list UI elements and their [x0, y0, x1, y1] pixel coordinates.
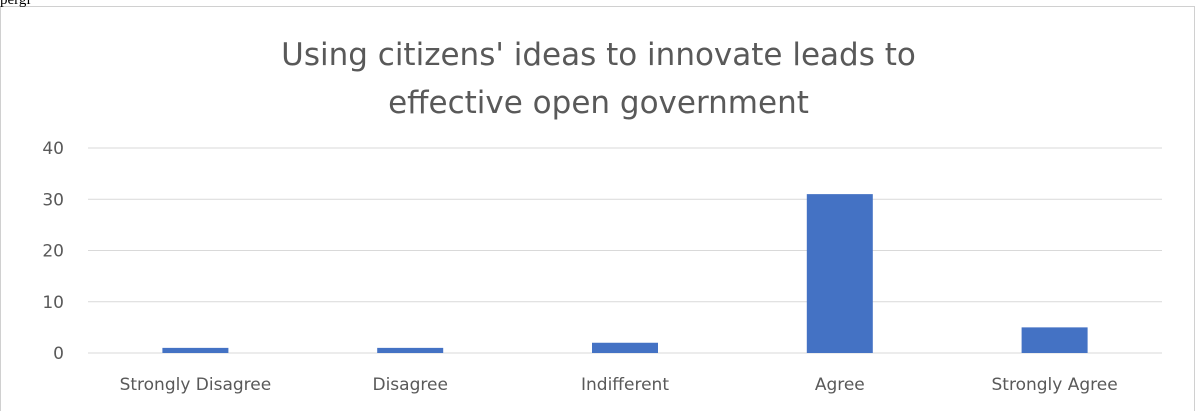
bars — [162, 194, 1088, 353]
bar-agree — [806, 194, 873, 353]
chart-title: Using citizens' ideas to innovate leads … — [1, 31, 1196, 127]
y-tick-label: 20 — [42, 242, 64, 262]
x-category-label: Indifferent — [581, 375, 669, 395]
x-category-label: Agree — [815, 375, 865, 395]
bar-indifferent — [592, 342, 658, 353]
x-category-label: Disagree — [372, 375, 447, 395]
bar-disagree — [377, 347, 444, 353]
chart-title-line-1: Using citizens' ideas to innovate leads … — [281, 37, 916, 73]
gridlines — [88, 147, 1162, 354]
x-axis-categories: Strongly Disagree Disagree Indifferent Agre… — [120, 375, 1118, 395]
chart-title-line-2: effective open government — [388, 85, 809, 121]
bar-strongly-agree — [1021, 327, 1088, 353]
y-axis-ticks: 0 10 20 30 40 — [42, 139, 64, 364]
x-category-label: Strongly Agree — [992, 375, 1118, 395]
y-tick-label: 40 — [42, 139, 64, 159]
x-category-label: Strongly Disagree — [120, 375, 272, 395]
y-tick-label: 0 — [53, 344, 64, 364]
page-header-text: pergi — [0, 0, 31, 8]
y-tick-label: 10 — [42, 293, 64, 313]
y-tick-label: 30 — [42, 190, 64, 210]
bar-strongly-disagree — [162, 347, 229, 353]
